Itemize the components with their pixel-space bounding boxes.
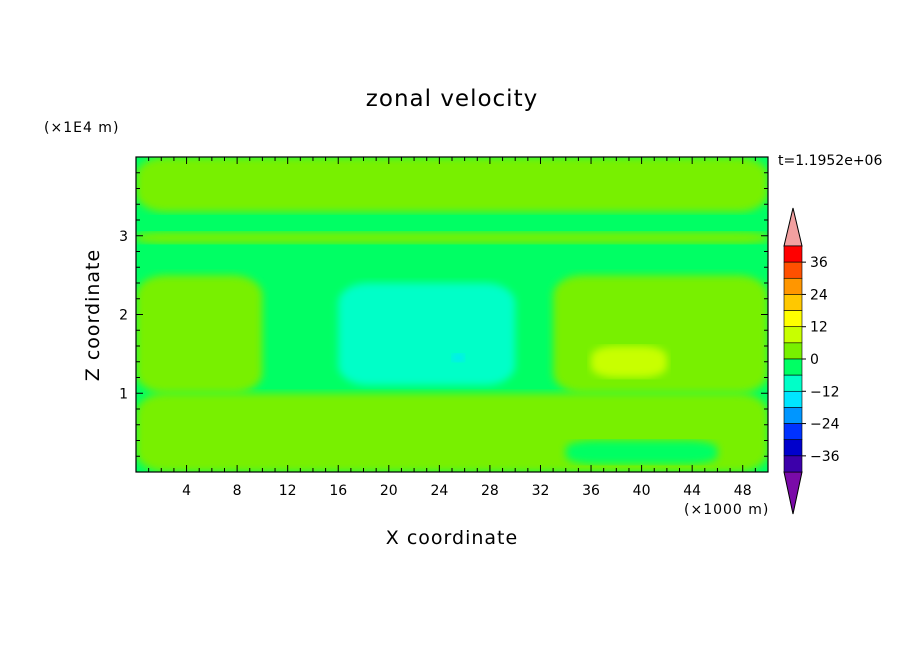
y-ticks: 1 2 3: [119, 172, 768, 457]
colorbar-min-triangle: [783, 471, 803, 515]
colorbar-band: [783, 294, 803, 311]
velocity-field: [136, 157, 768, 472]
colorbar-band: [783, 261, 803, 279]
colorbar-tick-label: −36: [810, 449, 840, 465]
x-tick: 28: [481, 157, 499, 499]
colorbar-band: [783, 455, 803, 473]
x-tick-label: 24: [430, 483, 448, 499]
x-tick: 16: [329, 157, 347, 499]
y-tick: 3: [119, 229, 768, 245]
field-region-lower-negative: [565, 440, 718, 465]
colorbar-band: [783, 310, 803, 328]
x-tick: 36: [582, 157, 600, 499]
x-tick: 20: [380, 157, 398, 499]
x-tick-label: 40: [633, 483, 651, 499]
y-tick: 1: [119, 386, 768, 402]
colorbar-band: [783, 326, 803, 344]
colorbar-band: [783, 423, 803, 441]
x-tick-label: 32: [532, 483, 550, 499]
y-tick-label: 1: [119, 386, 128, 402]
colorbar-band: [783, 439, 803, 457]
x-tick-label: 8: [233, 483, 242, 499]
x-tick: 8: [233, 157, 242, 499]
x-tick-label: 4: [182, 483, 191, 499]
chart-title: zonal velocity: [365, 86, 539, 112]
field-region-band-3km: [136, 231, 768, 244]
x-tick-label: 16: [329, 483, 347, 499]
x-ticks: 4 8 12 16 20 24 28 32 36 40 44 48: [148, 157, 756, 499]
x-tick-label: 36: [582, 483, 600, 499]
colorbar: 36 24 12 0 −12 −24 −36: [783, 207, 840, 515]
colorbar-max-triangle: [783, 207, 803, 247]
x-axis-unit: (×1000 m): [684, 502, 770, 518]
x-tick: 48: [734, 157, 752, 499]
field-region-right-positive: [553, 275, 768, 394]
field-region-positive-core: [591, 346, 667, 378]
colorbar-band: [783, 342, 803, 360]
x-tick-label: 12: [279, 483, 297, 499]
colorbar-band: [783, 374, 803, 392]
x-tick: 4: [182, 157, 191, 499]
x-tick: 12: [279, 157, 297, 499]
y-tick-label: 2: [119, 308, 128, 324]
field-region-left-positive: [136, 275, 263, 394]
x-tick: 24: [430, 157, 448, 499]
x-tick-label: 20: [380, 483, 398, 499]
x-tick-label: 48: [734, 483, 752, 499]
colorbar-tick-label: −12: [810, 384, 840, 400]
x-tick: 40: [633, 157, 651, 499]
colorbar-tick-label: −24: [810, 417, 840, 433]
time-label: t=1.1952e+06: [778, 153, 883, 169]
x-axis-label: X coordinate: [385, 527, 519, 549]
colorbar-band: [783, 358, 803, 376]
field-region-negative-core: [338, 283, 516, 386]
colorbar-tick-label: 12: [810, 320, 828, 336]
x-tick-label: 44: [683, 483, 701, 499]
colorbar-tick-label: 36: [810, 255, 828, 271]
x-tick: 32: [532, 157, 550, 499]
colorbar-band: [783, 390, 803, 408]
y-tick-label: 3: [119, 229, 128, 245]
colorbar-tick-label: 24: [810, 287, 828, 303]
field-region-negative-minimum: [452, 353, 465, 362]
y-axis-unit: (×1E4 m): [44, 120, 120, 136]
colorbar-band: [783, 407, 803, 424]
x-tick-label: 28: [481, 483, 499, 499]
field-region-upper-layer: [136, 157, 768, 213]
colorbar-tick-label: 0: [810, 352, 819, 368]
x-tick: 44: [683, 157, 701, 499]
colorbar-band: [783, 245, 803, 263]
colorbar-band: [783, 277, 803, 295]
y-tick: 2: [119, 308, 768, 324]
